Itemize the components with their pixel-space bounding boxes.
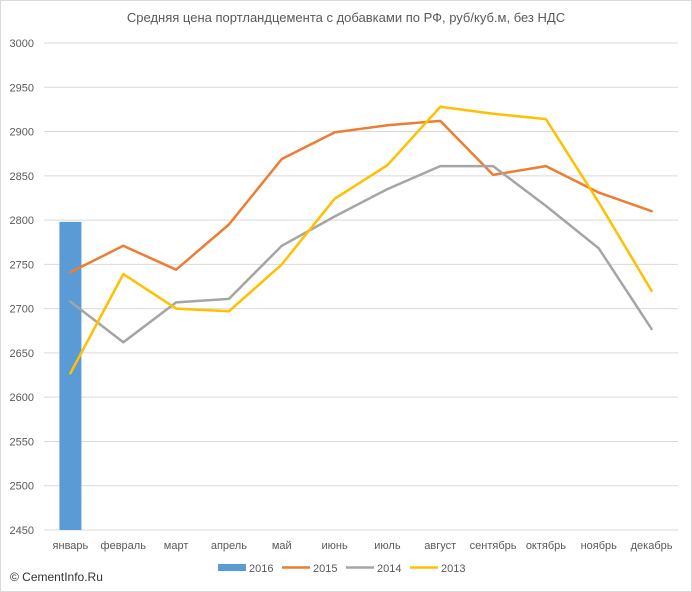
y-tick-label: 2550 xyxy=(10,436,34,448)
y-tick-label: 2650 xyxy=(10,348,34,360)
x-tick-label: июнь xyxy=(321,540,347,552)
legend-label-2014: 2014 xyxy=(377,563,401,575)
line-series-2014 xyxy=(69,164,653,344)
x-tick-label: июль xyxy=(374,540,401,552)
x-tick-label: февраль xyxy=(101,540,147,552)
y-tick-label: 2850 xyxy=(10,171,34,183)
y-tick-label: 2700 xyxy=(10,304,34,316)
x-tick-label: ноябрь xyxy=(581,540,618,552)
x-tick-label: сентябрь xyxy=(470,540,517,552)
y-tick-label: 2600 xyxy=(10,392,34,404)
line-series-2015 xyxy=(69,119,653,274)
y-tick-label: 2750 xyxy=(10,259,34,271)
x-tick-label: октябрь xyxy=(526,540,566,552)
x-tick-label: март xyxy=(164,540,189,552)
bar-series xyxy=(59,221,82,530)
y-tick-label: 2800 xyxy=(10,215,34,227)
x-axis-labels: январь февраль март апрель май июнь июль август… xyxy=(53,540,673,552)
line-series-2013 xyxy=(69,105,653,375)
legend-label-2013: 2013 xyxy=(441,563,465,575)
x-tick-label: январь xyxy=(53,540,89,552)
x-tick-label: август xyxy=(424,540,456,552)
y-tick-label: 2500 xyxy=(10,481,34,493)
y-axis-labels: 2450 2500 2550 2600 2650 2700 2750 2800 2850 2900… xyxy=(10,38,34,537)
legend-swatch-2016 xyxy=(218,564,246,571)
x-tick-label: апрель xyxy=(211,540,247,552)
bar-2016 xyxy=(59,221,82,530)
legend-label-2015: 2015 xyxy=(313,563,337,575)
legend-label-2016: 2016 xyxy=(249,563,273,575)
legend: 2016 2015 2014 2013 xyxy=(218,563,465,575)
watermark: © CementInfo.Ru xyxy=(10,570,103,584)
y-tick-label: 3000 xyxy=(10,38,34,50)
x-tick-label: декабрь xyxy=(631,540,673,552)
chart-title: Средняя цена портландцемента с добавками… xyxy=(126,10,566,25)
y-tick-label: 2450 xyxy=(10,525,34,537)
y-tick-label: 2900 xyxy=(10,127,34,139)
line-series xyxy=(69,105,653,375)
x-tick-label: май xyxy=(272,540,292,552)
y-tick-label: 2950 xyxy=(10,82,34,94)
gridlines xyxy=(44,42,678,531)
